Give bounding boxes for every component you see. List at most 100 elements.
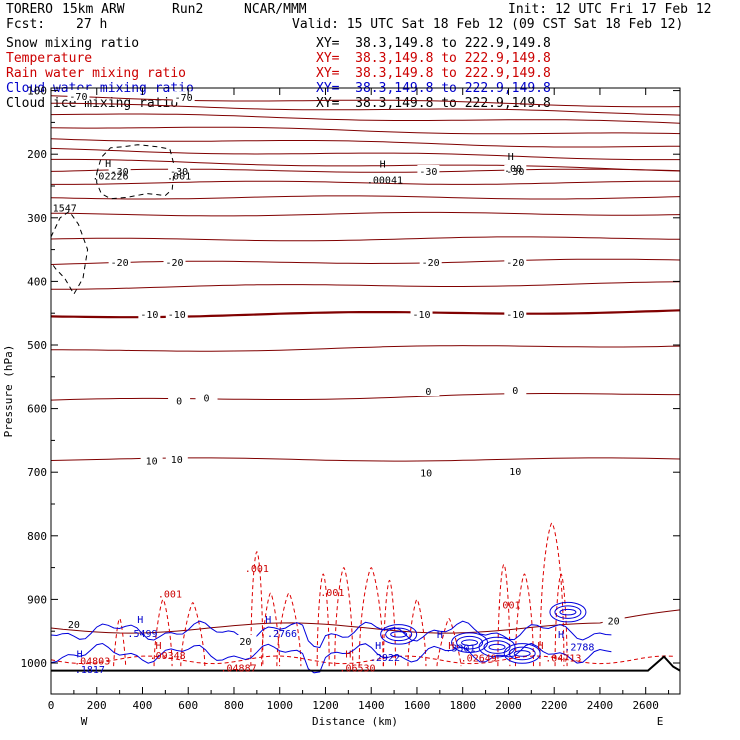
high-marker: H: [448, 641, 454, 652]
rain-contour: [334, 567, 354, 667]
cloud-value-label: .2922: [370, 653, 400, 664]
cloud-water-cell: [559, 608, 577, 616]
snow-value-label: .00: [504, 164, 522, 175]
cloud-water-cell: [513, 650, 531, 657]
y-tick-label: 500: [27, 339, 47, 352]
y-tick-label: 100: [27, 85, 47, 98]
cloud-water-cell: [390, 631, 408, 638]
cloud-value-label: .3301: [445, 644, 475, 655]
isotherm-label: 10: [420, 468, 432, 479]
isotherm--70: [50, 95, 681, 108]
isotherm-label-bg: [234, 635, 257, 647]
isotherm-label: 0: [204, 393, 210, 404]
rain-contour: [358, 567, 384, 667]
rain-contour: [113, 617, 127, 667]
isotherm-label: -30: [170, 167, 188, 178]
cloud-water-cell: [503, 643, 541, 664]
high-marker: H: [137, 615, 143, 626]
high-marker: H: [105, 159, 111, 170]
rain-value-label: .001: [496, 600, 520, 611]
high-marker: H: [437, 630, 443, 641]
axes: 0 200 400 600 800 1000 1200 1400 1600 1800 2000 220…: [21, 85, 680, 712]
cloud-value-label: .1817: [75, 665, 105, 676]
x-tick-label: 0: [48, 699, 55, 712]
isotherm-label-bg: [415, 466, 438, 478]
rain-value-label: .02649: [461, 654, 497, 665]
rain-value-label: .04713: [545, 654, 581, 665]
isotherm-label: -10: [140, 310, 158, 321]
x-tick-label: 1200: [312, 699, 339, 712]
isotherm-label: -20: [422, 258, 440, 269]
section-coords-temperature: XY= 38.3,149.8 to 222.9,149.8: [316, 51, 551, 66]
cloud-water-cell: [549, 601, 587, 623]
isotherm-label: 20: [68, 620, 80, 631]
isotherm-label: 0: [176, 397, 182, 408]
isotherm-label: 20: [608, 617, 620, 628]
east-end-label: E: [657, 715, 664, 728]
rain-contour: [180, 602, 206, 667]
y-tick-label: 700: [27, 466, 47, 479]
isotherm-label-bg: [138, 308, 161, 320]
cloud-value-label: .5499: [127, 629, 157, 640]
isotherm-label: 0: [425, 387, 431, 398]
y-tick-label: 1000: [21, 657, 48, 670]
y-tick-label: 600: [27, 403, 47, 416]
x-axis-label: Distance (km): [312, 715, 398, 728]
isotherm--25: [50, 195, 681, 200]
isotherm-label: 20: [239, 637, 251, 648]
isotherm-label-bg: [108, 255, 131, 267]
isotherm-label: 10: [509, 467, 521, 478]
isotherm-label-bg: [504, 308, 527, 320]
rain-contour: [554, 573, 568, 667]
field-name-rain: Rain water mixing ratio: [6, 66, 187, 81]
cloud-water-contours: [50, 601, 612, 674]
cloud-water-cell: [385, 627, 413, 642]
cloud-water-cell: [483, 640, 511, 654]
y-axis-label: Pressure (hPa): [2, 345, 15, 438]
snow-value-label: 1547: [53, 203, 77, 214]
isotherm-5: [51, 345, 681, 352]
isotherm-label-bg: [108, 165, 131, 177]
rain-value-label: .04887: [220, 663, 256, 674]
terrain: [51, 655, 681, 672]
forecast-hour: 27 h: [76, 17, 108, 32]
high-marker: H: [155, 641, 161, 652]
rain-contour: [539, 522, 565, 667]
x-tick-label: 2400: [587, 699, 614, 712]
section-coords-snow: XY= 38.3,149.8 to 222.9,149.8: [316, 36, 551, 51]
isotherm--60: [50, 113, 681, 124]
valid-time: Valid: 15 UTC Sat 18 Feb 12 (09 CST Sat …: [292, 17, 684, 32]
isotherm-label: -20: [111, 258, 129, 269]
isotherm-label-bg: [410, 308, 433, 320]
isotherm-label-bg: [195, 391, 218, 403]
isotherm-label: -70: [175, 93, 193, 104]
isotherm-label-bg: [417, 385, 440, 397]
rain-value-label: .001: [245, 564, 269, 575]
high-marker: H: [265, 615, 271, 626]
isotherm-label: -30: [506, 167, 524, 178]
rain-contours: [50, 522, 674, 667]
cloud-water-cell: [508, 646, 536, 661]
isotherm-label-bg: [417, 165, 440, 177]
isotherm-label: -20: [506, 258, 524, 269]
isotherm-label-bg: [172, 91, 195, 103]
high-marker: H: [345, 649, 351, 660]
x-tick-label: 2200: [541, 699, 568, 712]
snow-value-label: .00041: [367, 175, 403, 186]
x-tick-label: 1400: [358, 699, 385, 712]
snow-value-label: .02226: [92, 172, 128, 183]
x-tick-label: 800: [224, 699, 244, 712]
cloud-water-contour: [50, 642, 612, 674]
isotherm-label-bg: [168, 165, 191, 177]
cloud-value-label: .2788: [564, 642, 594, 653]
plot-frame: [50, 87, 681, 695]
isotherm-label: -20: [165, 258, 183, 269]
isotherm-10: [50, 393, 680, 401]
contour-labels: -30 -30 -30 -30 -20 -20 -20 -20 -10 -10 -10 -10 0 0 0 0…: [53, 89, 625, 676]
isotherm-label-bg: [419, 255, 442, 267]
cloud-water-cell: [461, 639, 479, 646]
isotherm-label-bg: [62, 617, 85, 629]
isotherm--5: [51, 281, 681, 290]
terrain-line: [51, 655, 681, 672]
isotherm--50: [50, 138, 681, 148]
